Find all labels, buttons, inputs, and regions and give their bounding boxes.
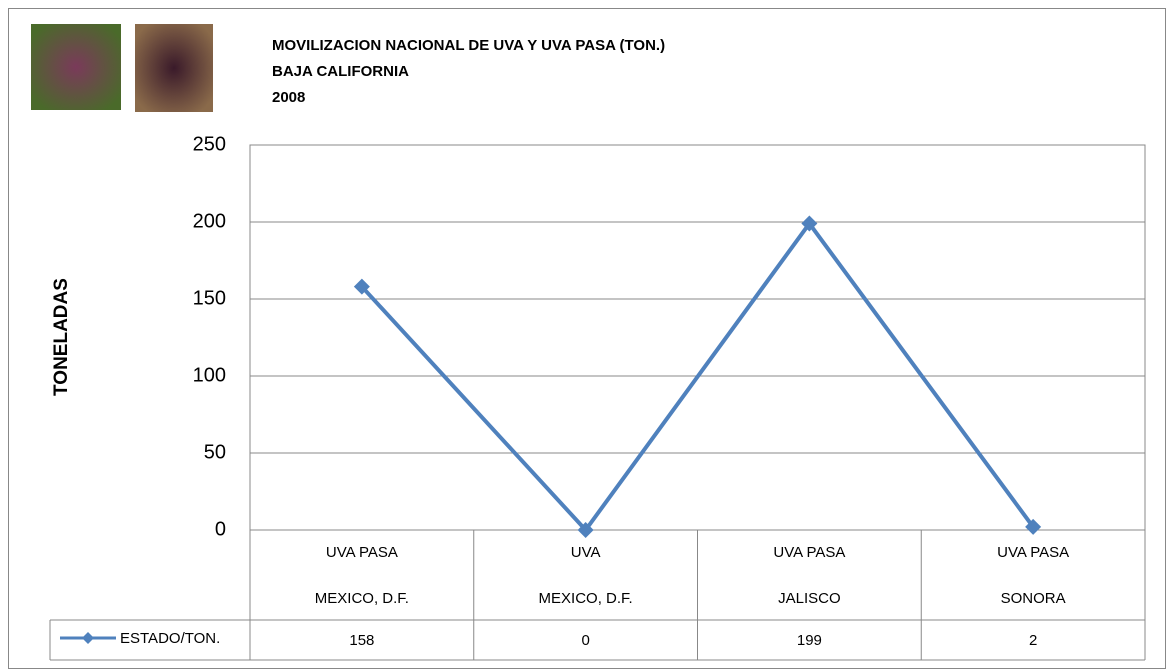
x-tick-label: UVA PASA xyxy=(997,544,1069,561)
y-tick-label: 200 xyxy=(193,210,226,232)
x-tick-label: SONORA xyxy=(1001,590,1066,607)
legend-label: ESTADO/TON. xyxy=(120,630,220,647)
raisin-photo xyxy=(135,24,213,112)
title-line: 2008 xyxy=(272,89,305,106)
grape-photo xyxy=(31,24,121,110)
x-tick-label: MEXICO, D.F. xyxy=(315,590,409,607)
y-axis-label: TONELADAS xyxy=(51,278,72,396)
y-tick-label: 100 xyxy=(193,364,226,386)
y-tick-label: 0 xyxy=(215,518,226,540)
y-tick-label: 150 xyxy=(193,287,226,309)
title-line: MOVILIZACION NACIONAL DE UVA Y UVA PASA … xyxy=(272,37,665,54)
table-value: 158 xyxy=(349,632,374,649)
title-line: BAJA CALIFORNIA xyxy=(272,63,409,80)
table-value: 0 xyxy=(581,632,589,649)
x-tick-label: UVA PASA xyxy=(773,544,845,561)
table-value: 2 xyxy=(1029,632,1037,649)
y-tick-label: 50 xyxy=(204,441,226,463)
y-tick-label: 250 xyxy=(193,133,226,155)
x-tick-label: MEXICO, D.F. xyxy=(539,590,633,607)
chart: MOVILIZACION NACIONAL DE UVA Y UVA PASA … xyxy=(0,0,1167,670)
x-tick-label: JALISCO xyxy=(778,590,841,607)
x-tick-label: UVA xyxy=(571,544,601,561)
x-tick-label: UVA PASA xyxy=(326,544,398,561)
table-value: 199 xyxy=(797,632,822,649)
